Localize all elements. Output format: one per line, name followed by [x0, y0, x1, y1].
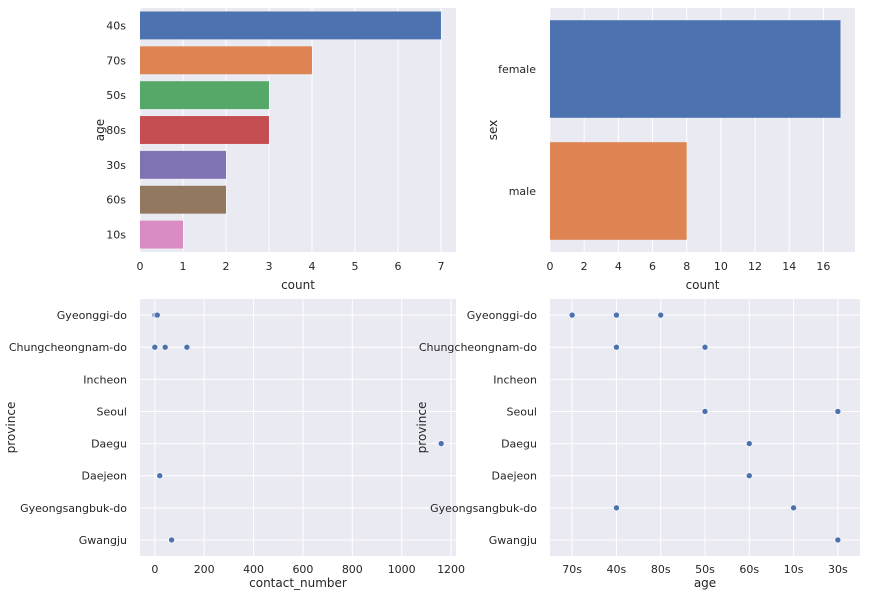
plot-area — [140, 299, 456, 556]
x-tick-label: 7 — [437, 260, 444, 273]
x-axis-label: count — [686, 278, 720, 292]
x-axis-label: age — [694, 576, 716, 590]
x-tick-label: 200 — [194, 563, 215, 576]
y-tick-label: Incheon — [493, 373, 537, 386]
y-tick-label: Gyeongsangbuk-do — [430, 502, 537, 515]
y-tick-label: Chungcheongnam-do — [419, 341, 537, 354]
y-tick-label: 80s — [106, 124, 126, 137]
x-tick-label: 10s — [784, 563, 804, 576]
x-tick-label: 600 — [292, 563, 313, 576]
y-axis-label: province — [4, 402, 18, 454]
bar-60s — [140, 185, 226, 214]
y-tick-label: female — [498, 63, 536, 76]
x-tick-label: 60s — [739, 563, 759, 576]
x-tick-label: 5 — [351, 260, 358, 273]
x-tick-label: 6 — [394, 260, 401, 273]
bar-female — [550, 20, 841, 118]
x-tick-label: 400 — [243, 563, 264, 576]
y-tick-label: Seoul — [96, 405, 127, 418]
point-chungcheongnam-do — [701, 343, 709, 351]
x-tick-label: 0 — [547, 260, 554, 273]
y-tick-label: Gyeongsangbuk-do — [20, 502, 127, 515]
bar-10s — [140, 220, 183, 249]
y-axis-label: sex — [486, 120, 500, 141]
y-tick-label: 40s — [106, 19, 126, 32]
x-tick-label: 0 — [137, 260, 144, 273]
y-tick-label: male — [509, 185, 537, 198]
y-tick-label: 50s — [106, 89, 126, 102]
point-gwangju — [834, 536, 842, 544]
y-tick-label: Seoul — [506, 405, 537, 418]
x-tick-label: 0 — [151, 563, 158, 576]
point-gyeongsangbuk-do — [613, 504, 620, 512]
bar-40s — [140, 11, 441, 40]
x-tick-label: 14 — [782, 260, 796, 273]
x-tick-label: 800 — [342, 563, 363, 576]
point-gyeonggi-do — [568, 311, 576, 319]
point-daejeon — [156, 472, 164, 479]
x-tick-label: 30s — [828, 563, 848, 576]
x-tick-label: 4 — [308, 260, 315, 273]
x-tick-label: 2 — [222, 260, 229, 273]
x-tick-label: 10 — [714, 260, 728, 273]
x-tick-label: 4 — [615, 260, 622, 273]
bar-30s — [140, 150, 226, 179]
x-tick-label: 12 — [748, 260, 762, 273]
x-axis-label: count — [281, 278, 315, 292]
point-chungcheongnam-do — [613, 343, 620, 351]
x-tick-label: 80s — [651, 563, 671, 576]
x-tick-label: 3 — [265, 260, 272, 273]
y-tick-label: Gwangju — [79, 534, 127, 547]
x-tick-label: 40s — [607, 563, 627, 576]
x-tick-label: 8 — [683, 260, 690, 273]
point-daegu — [745, 440, 753, 447]
bar-80s — [140, 116, 269, 144]
province-age-scatter: 70s 40s 80s 50s 60s 10s 30s Gyeonggi-do Chungche… — [415, 299, 860, 590]
y-tick-label: 30s — [106, 159, 126, 172]
point-gyeonggi-do — [153, 311, 161, 319]
y-tick-label: Gyeonggi-do — [467, 309, 537, 322]
y-tick-label: Daejeon — [491, 470, 537, 483]
bar-male — [550, 142, 687, 240]
y-axis-label: province — [415, 402, 429, 454]
province-contact-number-scatter: 0 200 400 600 800 1000 1200 Gyeonggi-do Chungche… — [4, 299, 465, 590]
y-tick-label: Daegu — [501, 438, 537, 451]
age-count-bar-chart: 0 1 2 3 4 5 6 7 40s 70s 50s 80s 30s 60s 10s count age — [93, 8, 456, 292]
y-tick-label: Daegu — [91, 438, 127, 451]
x-tick-label: 1200 — [437, 563, 465, 576]
point-seoul — [701, 408, 709, 415]
bar-50s — [140, 81, 269, 110]
point-chungcheongnam-do — [161, 343, 169, 351]
y-axis-label: age — [93, 119, 107, 141]
sex-count-bar-chart: 0 2 4 6 8 10 12 14 16 female male count sex — [486, 8, 855, 292]
x-tick-label: 70s — [562, 563, 582, 576]
x-tick-label: 2 — [581, 260, 588, 273]
point-daejeon — [745, 472, 753, 479]
x-tick-label: 1 — [179, 260, 186, 273]
y-tick-label: Incheon — [83, 373, 127, 386]
point-gyeonggi-do — [657, 311, 665, 319]
point-chungcheongnam-do — [151, 343, 159, 351]
y-tick-label: Gwangju — [489, 534, 537, 547]
y-tick-label: Daejeon — [81, 470, 127, 483]
y-tick-label: Chungcheongnam-do — [9, 341, 127, 354]
y-tick-label: 60s — [106, 194, 126, 207]
x-tick-label: 6 — [649, 260, 656, 273]
bar-70s — [140, 46, 312, 75]
x-tick-label: 1000 — [388, 563, 416, 576]
x-axis-label: contact_number — [249, 576, 347, 590]
y-tick-label: 70s — [106, 54, 126, 67]
x-tick-label: 16 — [816, 260, 830, 273]
point-gyeonggi-do — [613, 311, 620, 319]
point-daegu — [437, 440, 445, 447]
point-gwangju — [168, 536, 175, 544]
point-seoul — [834, 408, 842, 415]
y-tick-label: 10s — [106, 229, 126, 242]
x-tick-label: 50s — [695, 563, 715, 576]
y-tick-label: Gyeonggi-do — [57, 309, 127, 322]
point-gyeongsangbuk-do — [790, 504, 797, 512]
point-chungcheongnam-do — [183, 343, 191, 351]
